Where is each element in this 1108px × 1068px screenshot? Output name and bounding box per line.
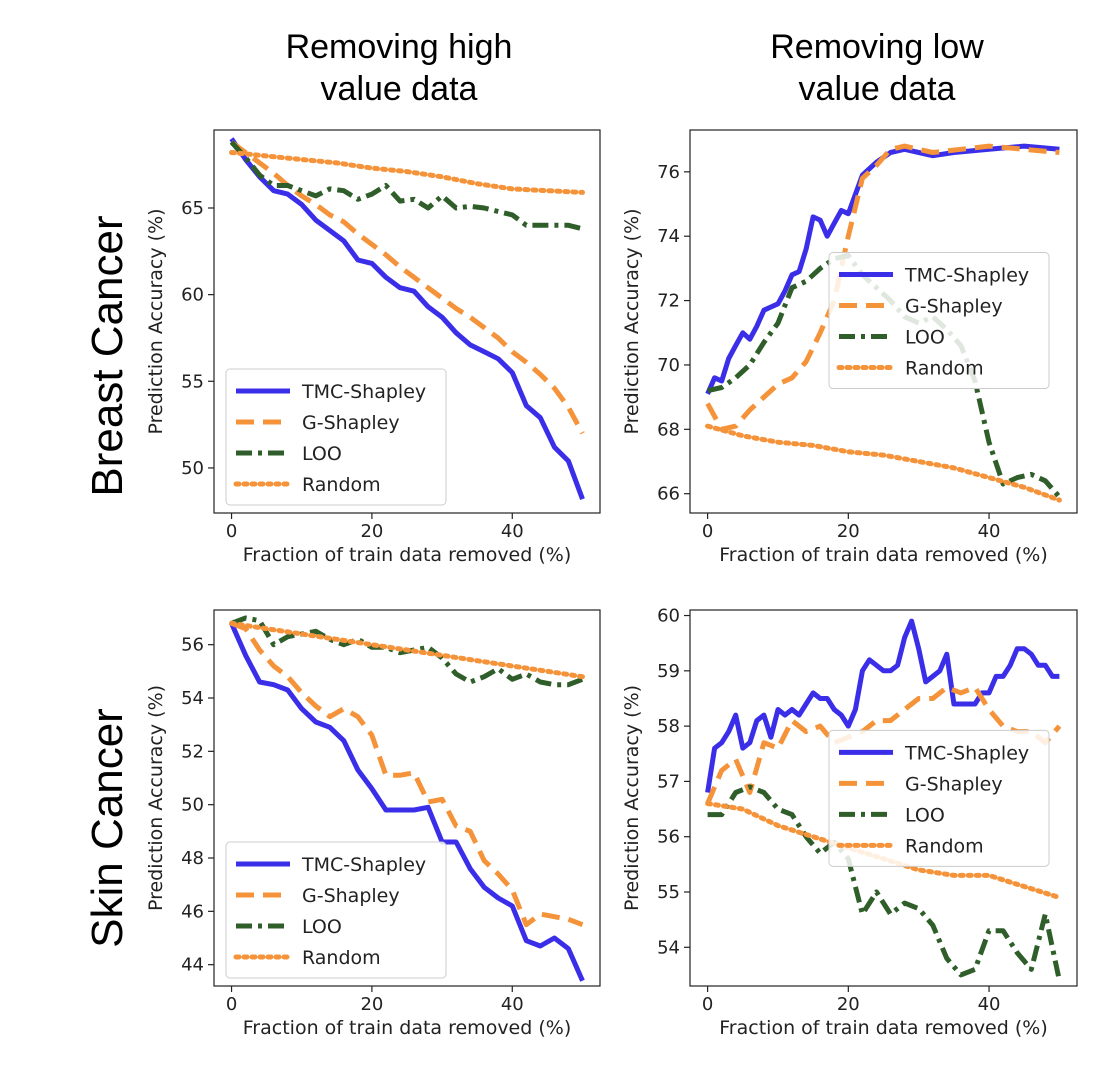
series-line-g-shapley — [705, 143, 1060, 432]
series-line-loo — [229, 140, 584, 232]
legend-box — [225, 841, 447, 979]
series-line-random — [229, 620, 585, 680]
series-line-g-shapley — [230, 620, 584, 928]
y-tick-label: 58 — [657, 716, 680, 737]
plot-frame — [213, 129, 601, 514]
legend-label: G-Shapley — [302, 412, 400, 434]
panel-breast-cancer-low: 0 20 40 66 68 70 72 74 76 Fraction of train data … — [621, 129, 1078, 566]
x-tick-label: 40 — [978, 521, 1001, 542]
legend-label: G-Shapley — [302, 885, 400, 907]
column-title-high-line2: value data — [321, 70, 478, 108]
series-lines — [229, 137, 585, 500]
y-tick-label: 44 — [181, 955, 204, 976]
legend-label: Random — [302, 947, 381, 969]
series-line-loo — [707, 784, 1062, 982]
y-tick-label: 72 — [657, 291, 680, 312]
x-tick-label: 0 — [226, 994, 237, 1015]
y-tick-label: 59 — [657, 661, 680, 682]
y-tick-label: 52 — [181, 741, 204, 762]
y-tick-label: 48 — [181, 848, 204, 869]
y-tick-label: 66 — [657, 484, 680, 505]
legend-box — [225, 368, 447, 506]
y-tick-label: 76 — [657, 162, 680, 183]
series-line-random — [705, 423, 1062, 503]
y-axis-label: Prediction Accuracy (%) — [145, 685, 167, 911]
legend-box — [828, 729, 1050, 867]
plot-frame — [689, 129, 1078, 514]
y-tick-label: 74 — [657, 226, 680, 247]
panel-breast-cancer-high: 0 20 40 50 55 60 65 Fraction of train data remo… — [145, 129, 601, 566]
x-tick-label: 0 — [226, 521, 237, 542]
y-tick-label: 56 — [181, 635, 204, 656]
x-tick-label: 0 — [702, 521, 713, 542]
series-line-tmc-shapley — [705, 143, 1060, 395]
y-tick-label: 60 — [657, 606, 680, 627]
y-tick-label: 54 — [181, 688, 204, 709]
row-title-skin-cancer: Skin Cancer — [83, 708, 132, 948]
column-title-low-line2: value data — [799, 70, 956, 108]
legend-label: G-Shapley — [905, 773, 1003, 795]
legend-label: TMC-Shapley — [301, 381, 426, 403]
y-tick-label: 65 — [181, 198, 204, 219]
legend-label: Random — [905, 358, 984, 380]
y-tick-label: 57 — [657, 771, 680, 792]
x-tick-label: 40 — [501, 994, 524, 1015]
x-axis-label: Fraction of train data removed (%) — [243, 1017, 571, 1039]
y-axis-label: Prediction Accuracy (%) — [621, 685, 643, 911]
legend: TMC-Shapley G-Shapley LOO Random — [225, 841, 447, 979]
x-tick-label: 20 — [360, 521, 383, 542]
legend-label: TMC-Shapley — [904, 265, 1029, 287]
x-axis-label: Fraction of train data removed (%) — [719, 1017, 1047, 1039]
series-line-g-shapley — [705, 684, 1062, 805]
panel-skin-cancer-low: 0 20 40 54 55 56 57 58 59 60 Fraction of train dat… — [621, 606, 1078, 1039]
series-line-random — [229, 150, 585, 195]
x-axis-label: Fraction of train data removed (%) — [719, 544, 1047, 566]
column-title-low-line1: Removing low — [770, 28, 984, 66]
x-axis-label: Fraction of train data removed (%) — [243, 544, 571, 566]
y-tick-label: 60 — [181, 285, 204, 306]
legend-label: Random — [302, 474, 381, 496]
y-tick-label: 56 — [657, 827, 680, 848]
row-title-breast-cancer: Breast Cancer — [83, 215, 132, 496]
y-tick-label: 68 — [657, 419, 680, 440]
legend-label: TMC-Shapley — [904, 742, 1029, 764]
y-tick-label: 46 — [181, 901, 204, 922]
x-tick-label: 40 — [978, 994, 1001, 1015]
column-title-high-line1: Removing high — [286, 28, 513, 66]
y-tick-label: 55 — [657, 882, 680, 903]
series-line-tmc-shapley — [705, 618, 1060, 793]
legend: TMC-Shapley G-Shapley LOO Random — [828, 729, 1050, 867]
plot-frame — [689, 609, 1078, 987]
legend-label: G-Shapley — [905, 296, 1003, 318]
y-tick-label: 54 — [657, 937, 680, 958]
series-lines — [229, 615, 585, 982]
y-tick-label: 55 — [181, 371, 204, 392]
y-axis-label: Prediction Accuracy (%) — [621, 208, 643, 434]
series-line-tmc-shapley — [229, 137, 585, 500]
panel-skin-cancer-high: 0 20 40 44 46 48 50 52 54 56 Fraction of train dat… — [145, 609, 601, 1039]
legend-label: LOO — [302, 443, 342, 465]
x-tick-label: 40 — [501, 521, 524, 542]
y-tick-label: 50 — [181, 458, 204, 479]
legend-label: LOO — [302, 916, 342, 938]
x-tick-label: 20 — [360, 994, 383, 1015]
x-tick-label: 0 — [702, 994, 713, 1015]
y-tick-label: 70 — [657, 355, 680, 376]
legend-box — [828, 252, 1050, 390]
legend: TMC-Shapley G-Shapley LOO Random — [828, 252, 1050, 390]
legend: TMC-Shapley G-Shapley LOO Random — [225, 368, 447, 506]
series-line-tmc-shapley — [229, 622, 585, 982]
series-line-g-shapley — [230, 140, 585, 435]
legend-label: TMC-Shapley — [301, 854, 426, 876]
x-tick-label: 20 — [837, 994, 860, 1015]
y-axis-label: Prediction Accuracy (%) — [145, 208, 167, 434]
legend-label: LOO — [905, 327, 945, 349]
legend-label: Random — [905, 835, 984, 857]
x-tick-label: 20 — [837, 521, 860, 542]
plot-frame — [213, 609, 601, 987]
y-tick-label: 50 — [181, 795, 204, 816]
legend-label: LOO — [905, 804, 945, 826]
